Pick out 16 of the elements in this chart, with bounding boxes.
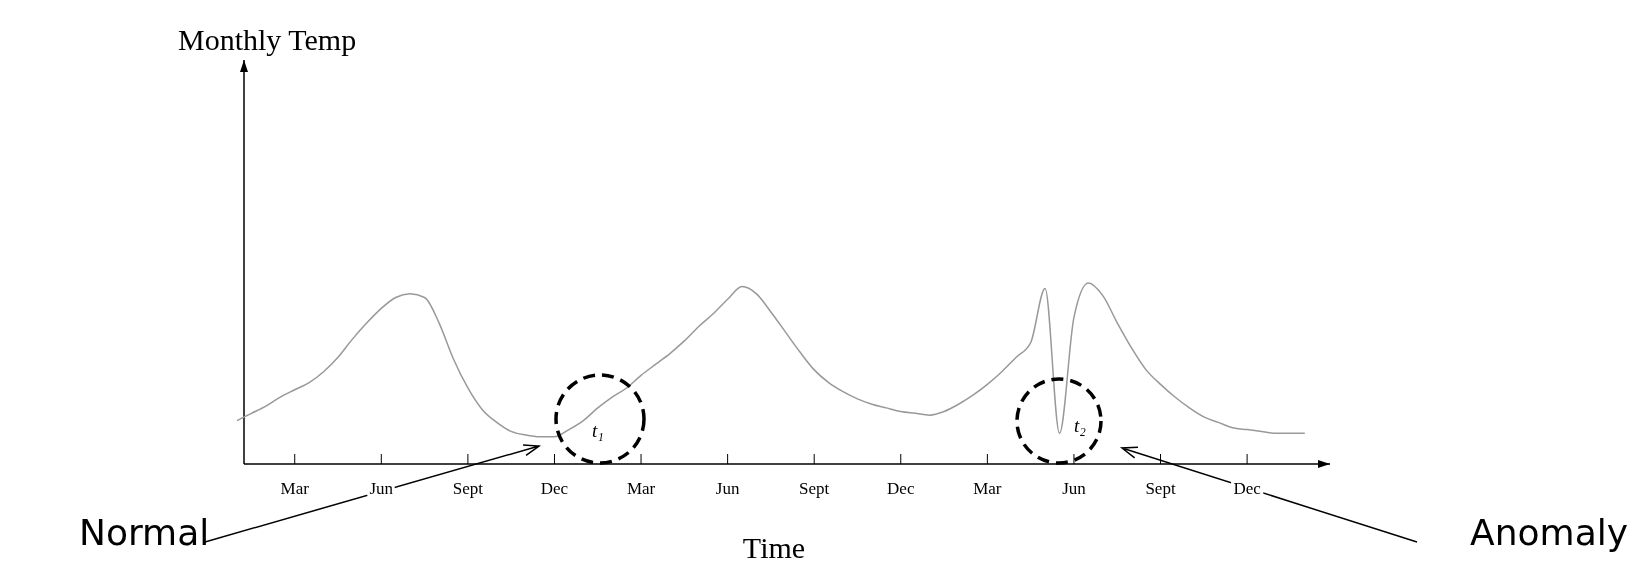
- x-tick-label: Sept: [1145, 479, 1176, 498]
- x-tick-label: Dec: [540, 479, 569, 498]
- x-tick-label: Sept: [799, 479, 830, 498]
- x-axis-title: Time: [742, 531, 806, 564]
- x-tick-label: Jun: [715, 479, 740, 498]
- text: Normal: [79, 512, 210, 553]
- annotation: t₁: [592, 420, 604, 441]
- text: Monthly Temp: [178, 23, 357, 56]
- x-tick-label: Jun: [1062, 479, 1087, 498]
- x-tick-label: Sept: [452, 479, 484, 498]
- annotation: t₂: [1074, 415, 1087, 436]
- x-tick-label: Mar: [280, 479, 310, 498]
- x-tick-label: Dec: [887, 479, 915, 498]
- x-tick-label: Mar: [626, 479, 656, 498]
- x-tick-label: Mar: [973, 479, 1002, 498]
- text: Anomaly: [1470, 512, 1628, 553]
